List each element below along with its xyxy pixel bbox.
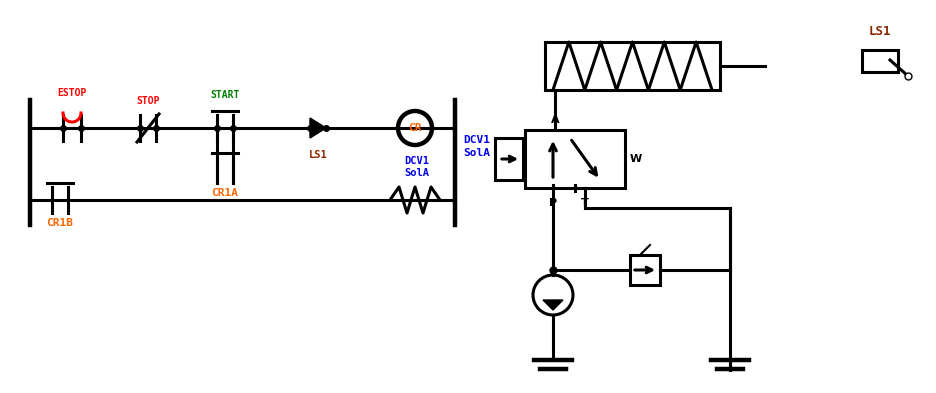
Text: DCV1: DCV1: [462, 135, 490, 145]
Text: W: W: [629, 154, 641, 164]
Bar: [861, 50, 897, 72]
Text: START: START: [210, 90, 240, 100]
Polygon shape: [310, 118, 326, 138]
Text: P: P: [548, 198, 557, 208]
Bar: [494, 138, 522, 180]
Text: DCV1: DCV1: [404, 156, 429, 166]
Text: CR1B: CR1B: [47, 218, 73, 228]
Bar: [524, 130, 624, 188]
Text: CR: CR: [408, 123, 421, 133]
Bar: [545, 42, 719, 90]
Text: CR1A: CR1A: [212, 188, 239, 198]
Text: T: T: [580, 198, 588, 208]
Text: SolA: SolA: [404, 168, 429, 178]
Text: A: A: [550, 115, 559, 125]
Text: SolA: SolA: [462, 148, 490, 158]
Text: STOP: STOP: [136, 96, 159, 106]
Text: ESTOP: ESTOP: [57, 88, 87, 98]
Text: LS1: LS1: [308, 150, 327, 160]
Bar: [629, 255, 659, 285]
Text: LS1: LS1: [868, 25, 890, 38]
Polygon shape: [543, 300, 563, 310]
